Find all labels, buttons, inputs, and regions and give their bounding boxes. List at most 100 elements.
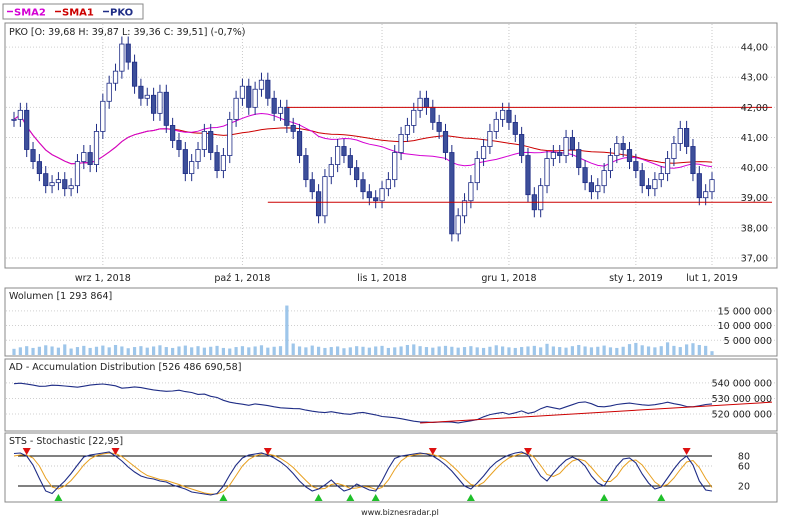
footer-source[interactable]: www.biznesradar.pl — [361, 508, 439, 517]
volume-bar — [101, 345, 105, 355]
volume-bar — [589, 347, 594, 355]
candle-down — [436, 121, 442, 132]
candle-up — [106, 82, 112, 102]
candle-down — [284, 106, 290, 126]
candle-up — [68, 185, 74, 190]
candle-up — [671, 143, 677, 159]
candle-down — [138, 85, 144, 99]
candle-up — [100, 100, 106, 132]
candle-up — [417, 97, 423, 111]
ad-tick-label: 540 000 000 — [712, 378, 772, 389]
volume-panel-title: Wolumen [1 293 864] — [9, 291, 112, 302]
volume-bar — [691, 343, 695, 355]
volume-bar — [247, 347, 251, 355]
candle-up — [385, 179, 391, 190]
candle-down — [208, 131, 214, 153]
volume-tick-label: 15 000 000 — [718, 306, 772, 317]
candle-up — [474, 158, 480, 184]
volume-bar — [583, 346, 587, 355]
volume-bar — [539, 347, 543, 355]
candle-up — [499, 109, 506, 120]
volume-bar — [627, 344, 632, 355]
volume-bar — [310, 345, 314, 355]
volume-bar — [113, 344, 118, 355]
candle-down — [582, 167, 588, 184]
candle-up — [49, 182, 55, 187]
volume-bar — [12, 348, 16, 355]
candle-up — [239, 85, 246, 99]
volume-bar — [405, 344, 410, 355]
buy-signal-marker — [657, 494, 666, 501]
volume-bar — [266, 347, 270, 355]
volume-bar — [240, 346, 245, 355]
candle-down — [43, 173, 49, 187]
x-tick-label: wrz 1, 2018 — [75, 273, 131, 284]
candle-down — [163, 91, 169, 126]
volume-bar — [253, 346, 257, 355]
volume-bar — [88, 347, 92, 355]
candle-up — [258, 79, 265, 90]
candle-up — [322, 176, 328, 217]
legend-item-sma1[interactable]: SMA1 — [62, 8, 94, 19]
candle-up — [538, 185, 544, 211]
volume-bar — [475, 347, 479, 355]
sell-signal-marker — [111, 448, 120, 455]
legend-item-pko[interactable]: PKO — [110, 8, 133, 19]
y-tick-label: 38,00 — [741, 223, 768, 234]
sma2-line — [13, 112, 713, 169]
candle-down — [626, 149, 633, 162]
candle-up — [233, 97, 239, 120]
volume-bar — [450, 346, 454, 355]
volume-bar — [37, 346, 41, 355]
volume-bar — [481, 347, 486, 355]
candle-up — [144, 94, 150, 99]
volume-bar — [183, 345, 187, 355]
candle-up — [74, 161, 81, 187]
candle-down — [519, 134, 525, 156]
legend-item-sma2[interactable]: SMA2 — [14, 8, 46, 19]
volume-bar — [329, 347, 333, 355]
volume-bar — [297, 346, 302, 355]
volume-bar — [564, 347, 568, 355]
volume-bar — [558, 347, 562, 355]
candle-up — [398, 134, 404, 153]
candle-down — [354, 167, 360, 181]
volume-bar — [158, 345, 162, 355]
volume-bar — [640, 345, 644, 355]
buy-signal-marker — [371, 494, 380, 501]
candle-down — [246, 85, 252, 108]
grid-layer — [6, 24, 776, 487]
candle-up — [487, 131, 493, 147]
volume-bar — [374, 346, 378, 355]
candle-down — [30, 149, 36, 162]
candle-up — [17, 109, 23, 120]
volume-bar — [577, 344, 581, 355]
candle-up — [335, 146, 341, 165]
volume-bar — [678, 347, 682, 355]
candle-up — [227, 118, 233, 156]
ad-tick-label: 530 000 000 — [712, 394, 772, 405]
candle-up — [664, 158, 671, 175]
y-tick-label: 41,00 — [741, 133, 768, 144]
candle-down — [512, 121, 518, 135]
candle-up — [404, 125, 411, 135]
candle-up — [93, 131, 100, 165]
candle-down — [309, 179, 315, 193]
ad-panel-title: AD - Accumulation Distribution [526 486 … — [9, 362, 241, 373]
candle-down — [449, 152, 455, 235]
volume-bar — [386, 347, 390, 355]
volume-bar — [710, 351, 714, 355]
volume-bar — [659, 346, 663, 355]
buy-signal-marker — [466, 494, 475, 501]
candle-down — [214, 152, 220, 171]
candle-up — [392, 152, 398, 181]
candle-down — [303, 155, 309, 181]
volume-bar — [177, 346, 181, 355]
candle-down — [265, 79, 271, 99]
volume-bar — [323, 347, 327, 355]
volume-bar — [488, 346, 492, 355]
volume-bar — [348, 347, 352, 355]
sell-signal-marker — [523, 448, 532, 455]
candle-up — [379, 188, 385, 202]
